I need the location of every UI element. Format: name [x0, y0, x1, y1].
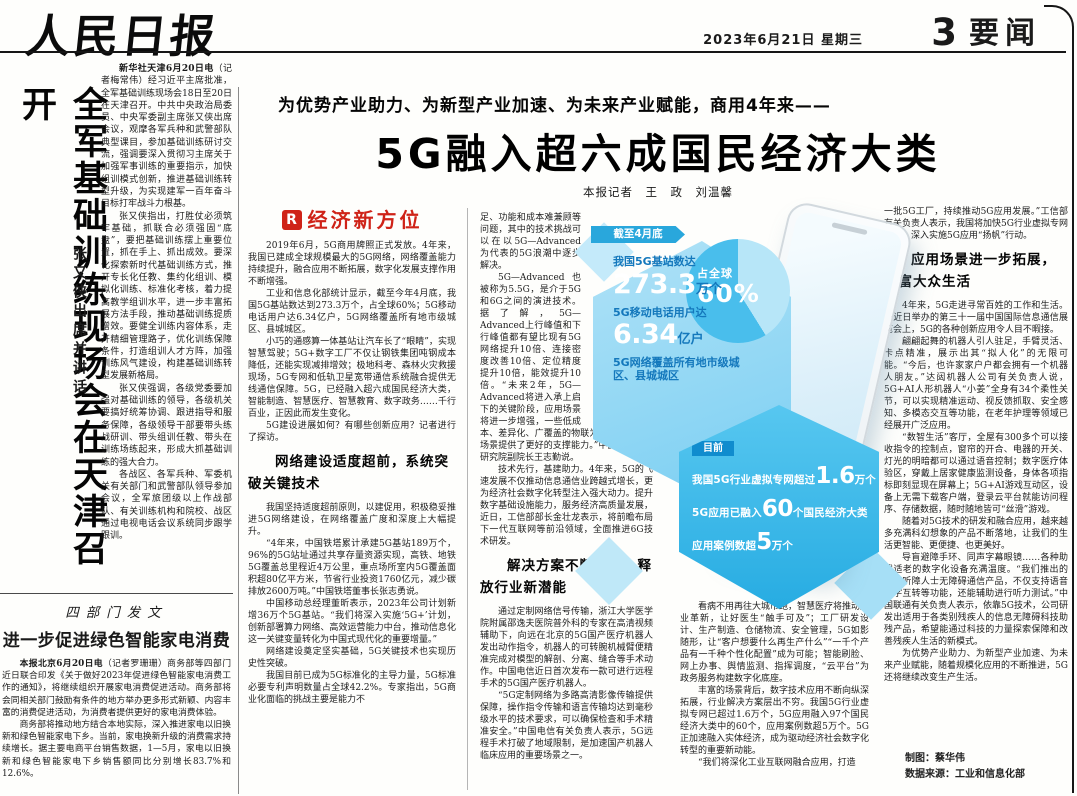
- appliance-article: 四部门发文 进一步促进绿色智能家电消费 本报北京6月20日电（记者罗珊珊）商务部…: [0, 593, 233, 796]
- appliance-paragraph: 本报北京6月20日电（记者罗珊珊）商务部等四部门近日联合印发《关于做好2023年…: [2, 658, 231, 719]
- army-paragraph: 张又侠指出，打胜仗必须筑牢基础，抓联合必须强固“底盘”，要把基础训练摆上重要位置…: [101, 211, 232, 382]
- army-paragraph: 张又侠强调，各级党委要加强对基础训练的领导，各级机关要搞好统筹协调、跟进指导和服…: [101, 383, 232, 468]
- g5-subhead-3: 应用场景进一步拓展，丰富大众生活: [884, 252, 1056, 290]
- column-label: R 经济新方位: [248, 210, 456, 230]
- g5-paragraph: 看病不用再往大城市跑，智慧医疗将推动产业革新，让好医生“触手可及”；工厂研发设计…: [680, 602, 869, 684]
- g5-paragraph: “数智生活”客厅，全屋有300多个可以接收指令的控制点，窗帘的开合、电器的开关、…: [884, 432, 1068, 515]
- pie-value-text: 60%: [697, 279, 760, 309]
- stat-number: 6.34: [613, 319, 678, 351]
- page-number: 3: [931, 11, 957, 54]
- stat-basestation-label: 我国5G基站数达: [613, 255, 696, 268]
- g5-paragraph: “5G定制网络为多路高清影像传输提供保障，操作指令传输和语言传输均达到毫秒级水平…: [480, 690, 653, 761]
- army-paragraph: 新华社天津6月20日电（记者梅常伟）经习近平主席批准，全军基础训练现场会18日至…: [101, 63, 232, 211]
- g5-column-3: 看病不用再往大城市跑，智慧医疗将推动产业革新，让好医生“触手可及”；工厂研发设计…: [680, 601, 869, 794]
- credit-design: 制图：蔡华伟: [905, 753, 965, 764]
- g5-infographic: 占全球 60% 截至4月底 我国5G基站数达 273.3万个 5G移动电话用户达…: [574, 199, 915, 620]
- stats-block: 我国5G基站数达 273.3万个 5G移动电话用户达 6.34亿户 5G网络覆盖…: [613, 249, 741, 383]
- stat-unit: 万个: [695, 281, 722, 297]
- pie-chart: 占全球 60%: [686, 239, 790, 343]
- g5-paragraph: 我国坚持适度超前原则，以建促用，积极稳妥推进5G网络建设，在网络覆盖广度和深度上…: [248, 502, 456, 537]
- g5-paragraph: 导盲避障手环、同声字幕眼镜……各种助残适老的数字化设备充满温度。“我们推出的首款…: [884, 552, 1068, 647]
- stat-prefix: 应用案例数超: [692, 540, 757, 552]
- g5-subhead-1: 网络建设适度超前，系统突破关键技术: [248, 454, 449, 492]
- g5-paragraph: 5G—Advanced也被称为5.5G，是介于5G和6G之间的演进技术。据了解，…: [480, 273, 653, 463]
- dateline: 新华社天津6月20日电: [119, 64, 214, 74]
- stat-prefix: 我国5G行业虚拟专网超过: [692, 474, 816, 486]
- masthead-logo: 人民日报: [22, 10, 221, 63]
- appliance-headline: 进一步促进绿色智能家电消费: [2, 631, 231, 651]
- now-ribbon: 目前: [692, 441, 734, 456]
- article-credits: 制图：蔡华伟 数据来源：工业和信息化部: [905, 751, 1025, 783]
- g5-column-1: R 经济新方位 2019年6月，5G商用牌照正式发放。4年来，我国已建成全球规模…: [248, 206, 456, 794]
- section-title: 要闻: [969, 16, 1041, 51]
- appliance-paragraph-text: （记者罗珊珊）商务部等四部门近日联合印发《关于做好2023年促进绿色智能家电消费…: [2, 659, 231, 718]
- credit-source: 数据来源：工业和信息化部: [905, 769, 1025, 780]
- stat-number: 1.6: [815, 463, 855, 489]
- pie-label-text: 占全球: [697, 267, 733, 280]
- column-label-text: 经济新方位: [307, 208, 423, 232]
- appliance-paragraph: 商务部将推动地方结合本地实际，深入推进家电以旧换新和绿色智能家电下乡。当前，家电…: [2, 720, 231, 779]
- page-header: 3 要闻: [931, 8, 1041, 54]
- stat-prefix: 5G应用已融入: [692, 507, 762, 519]
- pie-chart-label: 占全球 60%: [697, 267, 760, 309]
- g5-paragraph: 2019年6月，5G商用牌照正式发放。4年来，我国已建成全球规模最大的5G网络，…: [248, 241, 456, 287]
- army-article-headline: 全军基础训练现场会在天津召开: [16, 86, 107, 567]
- stat-private-networks: 我国5G行业虚拟专网超过1.6万个: [692, 463, 876, 489]
- g5-paragraph: “我们将深化工业互联网融合应用，打造: [698, 758, 856, 768]
- stat-unit: 亿户: [677, 332, 704, 348]
- stat-number: 273.3: [613, 268, 696, 300]
- appliance-body: 本报北京6月20日电（记者罗珊珊）商务部等四部门近日联合印发《关于做好2023年…: [0, 658, 233, 780]
- people-daily-r-icon: R: [281, 210, 302, 230]
- appliance-kicker: 四部门发文: [65, 605, 168, 621]
- g5-paragraph: 技术先行，基建助力。4年来，5G的飞速发展不仅推动信息通信业跨越式增长，更为经济…: [480, 465, 653, 547]
- g5-paragraph: 工业和信息化部统计显示，截至今年4月底，我国5G基站数达到273.3万个，占全球…: [248, 289, 456, 335]
- stat-number: 60: [761, 496, 794, 522]
- g5-paragraph: 一批5G工厂，持续推动5G应用发展。”工信部有关负责人表示，我国将加快5G行业虚…: [884, 207, 1068, 241]
- stat-subscribers-value: 6.34亿户: [613, 319, 741, 350]
- stat-economy-categories: 5G应用已融入60个国民经济大类: [692, 496, 868, 522]
- g5-column-4: 一批5G工厂，持续推动5G应用发展。”工信部有关负责人表示，我国将加快5G行业虚…: [884, 206, 1068, 754]
- g5-paragraph: 我国目前已成为5G标准化的主导力量，5G标准必要专利声明数量占全球42.2%。专…: [248, 670, 456, 705]
- g5-paragraph: 随着对5G技术的研发和融合应用，越来越多充满科幻想象的产品不断落地，让我们的生活…: [884, 516, 1068, 551]
- page-edge-bracket: [1044, 5, 1074, 793]
- g5-paragraph: 网络建设奠定坚实基础，5G关键技术也实现历史性突破。: [248, 646, 456, 669]
- army-paragraph: 各战区、各军兵种、军委机关有关部门和武警部队领导参加会议，全军旅团级以上作战部队…: [101, 469, 232, 542]
- stat-suffix: 万个: [771, 540, 794, 552]
- g5-paragraph: 足、功能和成本难兼顾等问题，其中的技术挑战可以在以5G—Advanced为代表的…: [480, 213, 581, 271]
- g5-paragraph: 通过定制网络信号传输，浙江大学医学院附属邵逸夫医院普外科的专家在高清视频辅助下，…: [480, 606, 653, 689]
- g5-paragraph: 5G建设进展如何？有哪些创新应用？记者进行了探访。: [248, 421, 456, 443]
- g5-paragraph: 4年来，5G走进寻常百姓的工作和生活。在近日举办的第三十一届中国国际信息通信展览…: [884, 300, 1068, 335]
- stat-basestation-value: 273.3万个: [613, 269, 741, 300]
- army-paragraph-text: （记者梅常伟）经习近平主席批准，全军基础训练现场会18日至20日在天津召开。中共…: [101, 64, 232, 210]
- g5-paragraph: “4年来，中国铁塔累计承建5G基站189万个，96%的5G站址通过共享存量资源实…: [248, 538, 456, 597]
- g5-paragraph: 为优势产业助力、为新型产业加速、为未来产业赋能，随着规模化应用的不断推进，5G还…: [884, 648, 1068, 683]
- stat-subscribers-label: 5G移动电话用户达: [613, 305, 707, 319]
- g5-paragraph: 小巧的通感算一体基站让汽车长了“眼睛”，实现智慧驾驶；5G+数字工厂不仅让钢铁集…: [248, 337, 456, 419]
- g5-paragraph: 翩翩起舞的机器人引人驻足，手臂灵活、卡点精准，展示出其“拟人化”的无限可能。“今…: [884, 336, 1068, 431]
- stat-coverage-label: 5G网络覆盖所有地市级城区、县城城区: [613, 356, 740, 383]
- stat-use-cases: 应用案例数超5万个: [692, 529, 793, 555]
- g5-headline: 5G融入超六成国民经济大类: [375, 130, 941, 178]
- masthead-rule: [0, 51, 1066, 53]
- asof-ribbon: 截至4月底: [591, 226, 685, 243]
- g5-paragraph: 丰富的场景背后，数字技术应用不断向纵深拓展，行业解决方案层出不穷。我国5G行业虚…: [680, 686, 869, 756]
- dateline: 本报北京6月20日电: [19, 659, 103, 669]
- army-article-subhead: 张又侠出席并讲话: [71, 246, 87, 398]
- stat-suffix: 个国民经济大类: [792, 507, 868, 519]
- issue-date: 2023年6月21日 星期三: [703, 33, 863, 48]
- stat-suffix: 万个: [854, 474, 876, 486]
- vertical-divider-columns: [467, 208, 468, 790]
- g5-kicker: 为优势产业助力、为新型产业加速、为未来产业赋能，商用4年来——: [278, 96, 831, 116]
- g5-byline: 本报记者 王 政 刘温馨: [583, 185, 733, 199]
- army-article-body: 新华社天津6月20日电（记者梅常伟）经习近平主席批准，全军基础训练现场会18日至…: [101, 63, 232, 587]
- stat-number: 5: [756, 529, 772, 555]
- vertical-divider-left: [238, 87, 239, 794]
- g5-paragraph: 中国移动总经理董昕表示，2023年公司计划新增36万个5G基站。“我们将深入实施…: [248, 598, 456, 645]
